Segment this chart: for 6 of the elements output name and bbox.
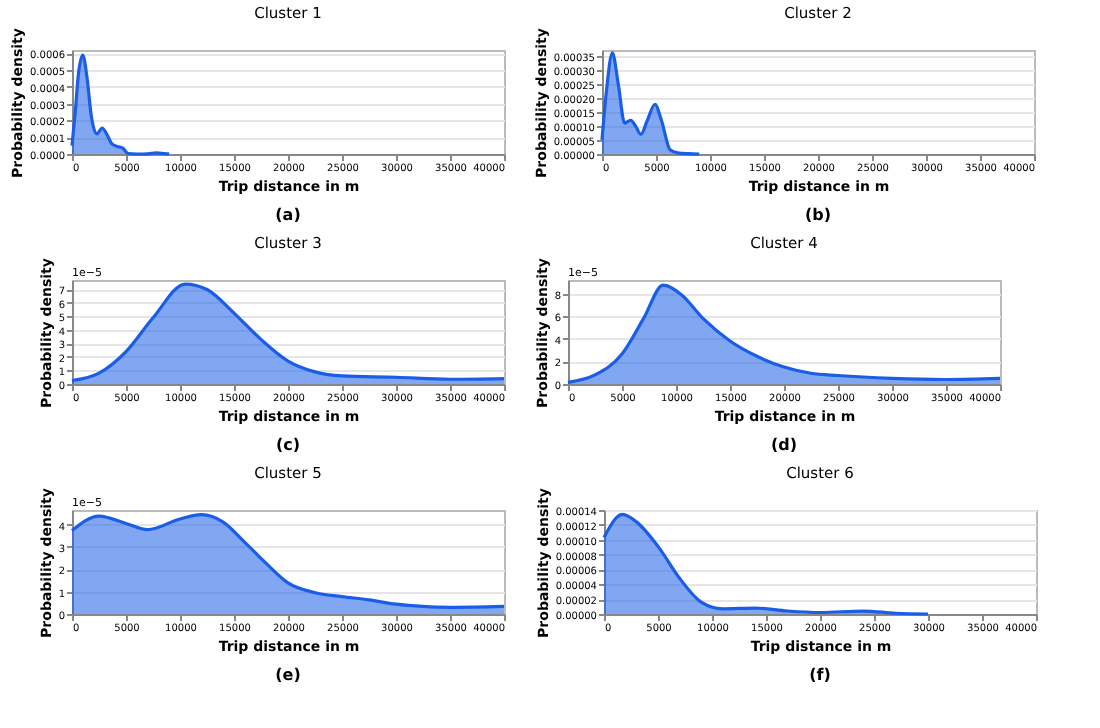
text: (d)	[770, 436, 798, 454]
text: (b)	[804, 206, 832, 224]
text: (e)	[275, 666, 301, 684]
text: (f)	[809, 666, 831, 684]
text: (a)	[275, 206, 301, 224]
text: (c)	[275, 436, 301, 454]
